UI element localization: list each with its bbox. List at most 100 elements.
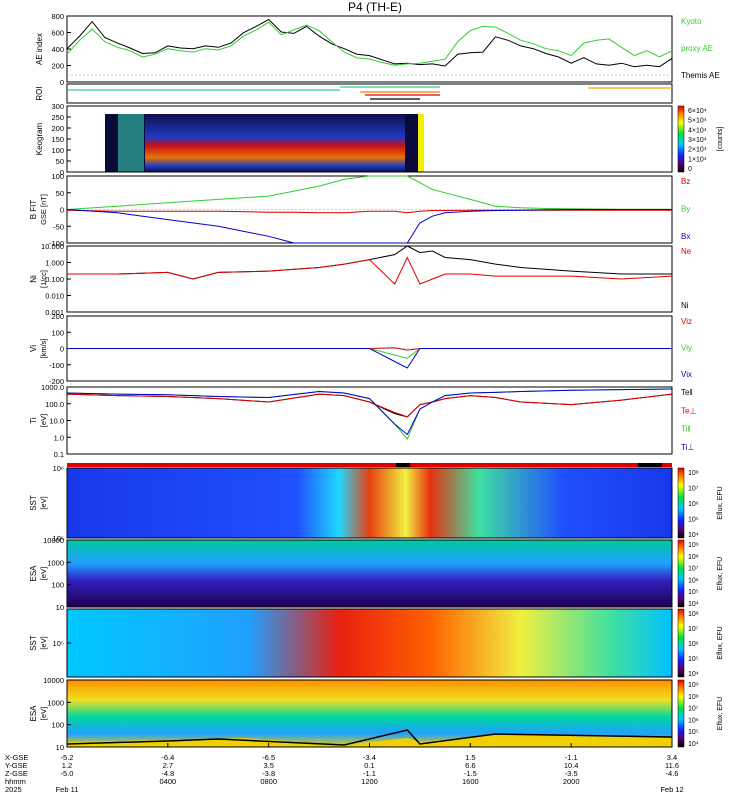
colorbar-tick-sst_e: 10⁴ [688,532,699,539]
series-ae-themis-ae [66,18,673,68]
time-axis-value: 0800 [260,777,277,786]
y-tick-label-velocity: 0 [60,345,64,354]
time-axis-row-label: hhmm [5,777,26,786]
y-axis-unit-bfield: GSE [nT] [39,194,48,225]
y-axis-label-keogram: Keogram [35,122,44,155]
time-axis-value: -1.5 [464,769,477,778]
y-tick-label-ae: 400 [51,45,64,54]
time-axis-value: -6.4 [161,753,174,762]
colorbar-tick-esa_e: 10⁵ [688,589,699,596]
y-axis-label-temp: Ti [29,417,38,424]
y-tick-label-bfield: 100 [51,172,64,181]
colorbar-tick-keogram: 6×10⁴ [688,108,707,115]
y-tick-label-esa_i: 10000 [43,676,64,685]
time-axis-value: -4.6 [666,769,679,778]
y-tick-label-temp: 1000.0 [41,383,64,392]
panel-frame-esa_e [66,539,673,608]
y-tick-label-keogram: 200 [51,124,64,133]
keogram-twilight [118,114,144,172]
colorbar-tick-sst_e: 10⁷ [688,486,699,493]
colorbar-tick-sst_e: 10⁶ [688,501,699,508]
sst-electron-spectrogram [67,468,672,538]
y-tick-label-density: 0.100 [45,275,64,284]
y-axis-label-ae: AE index [35,33,44,65]
colorbar-label-esa_i: Eflux, EFU [717,697,724,730]
y-tick-label-esa_e: 100 [51,581,64,590]
colorbar-tick-sst_i: 10⁵ [688,656,699,663]
time-axis-value: -4.8 [161,769,174,778]
y-tick-label-density: 10.000 [41,242,64,251]
esa-ion-low-energy [67,735,672,747]
y-tick-label-density: 0.001 [45,308,64,317]
esa-electron-spectrogram [67,540,672,607]
colorbar-tick-keogram: 3×10⁴ [688,137,707,144]
panel-frame-sst_e [66,467,673,539]
colorbar-tick-sst_i: 10⁶ [688,641,699,648]
legend-ae: Themis AE [681,71,720,80]
time-axis-value: -3.5 [565,769,578,778]
time-axis-value: 11.6 [665,761,679,770]
colorbar-tick-sst_e: 10⁸ [688,470,699,477]
colorbar-tick-keogram: 4×10⁴ [688,127,707,134]
y-tick-label-esa_e: 1000 [47,558,64,567]
colorbar-esa_i [677,679,685,748]
y-tick-label-temp: 0.1 [54,450,64,459]
colorbar-sst_e [677,467,685,539]
y-tick-label-esa_e: 10000 [43,536,64,545]
time-axis-value: -5.0 [61,769,74,778]
y-axis-unit-sst_i: [eV] [39,636,48,649]
y-tick-label-keogram: 0 [60,168,64,177]
time-axis-value: Feb 11 [56,785,79,794]
y-tick-label-velocity: -100 [49,361,64,370]
time-axis-value: -1.1 [565,753,578,762]
y-tick-label-esa_i: 10 [56,743,64,752]
time-axis-value: 1600 [462,777,479,786]
y-tick-label-density: 1.000 [45,259,64,268]
keogram-edge [418,114,424,172]
y-tick-label-temp: 1.0 [54,433,64,442]
legend-velocity: Viz [681,317,692,326]
time-axis-value: -3.8 [262,769,275,778]
colorbar-label-esa_e: Eflux, EFU [717,557,724,590]
y-axis-unit-velocity: [km/s] [39,339,48,359]
y-tick-label-sst_i: 10⁵ [53,639,64,648]
panel-frame-density [66,245,673,313]
y-tick-label-sst_e: 10⁵ [53,534,64,543]
y-axis-unit-esa_i: [eV] [39,707,48,720]
time-axis-value: 1.5 [465,753,475,762]
colorbar-tick-esa_i: 10⁵ [688,729,699,736]
colorbar-keogram [677,105,685,173]
time-axis-value: Feb 12 [660,785,683,794]
colorbar-tick-esa_i: 10⁷ [688,706,699,713]
y-axis-unit-density: [1/cc] [39,270,48,288]
y-tick-label-ae: 200 [51,62,64,71]
colorbar-tick-esa_e: 10⁷ [688,566,699,573]
time-axis-value: 10.4 [564,761,579,770]
series-density-ni [67,245,672,280]
time-axis-row-label: 2025 [5,785,22,794]
colorbar-tick-sst_i: 10⁴ [688,671,699,678]
y-tick-label-temp: 100.0 [45,400,64,409]
time-axis-value: 0400 [159,777,176,786]
y-axis-label-velocity: Vi [29,345,38,352]
y-tick-label-esa_e: 10 [56,603,64,612]
legend-bfield: Bz [681,177,690,186]
series-bfield-bx [66,209,672,244]
y-axis-label-sst_e: SST [29,495,38,511]
colorbar-tick-esa_e: 10⁶ [688,577,699,584]
y-tick-label-bfield: -100 [49,239,64,248]
y-axis-label-sst_i: SST [29,635,38,651]
time-axis-row-label: Y-GSE [5,761,28,770]
colorbar-label-sst_i: Eflux, EFU [717,626,724,659]
keogram-aurora [145,114,405,172]
y-tick-label-bfield: 0 [60,206,64,215]
time-axis-value: -3.4 [363,753,376,762]
y-tick-label-velocity: 100 [51,328,64,337]
y-axis-unit-esa_e: [eV] [39,567,48,580]
panel-frame-temp [66,386,673,455]
y-tick-label-sst_e: 10⁶ [53,464,64,473]
legend-ae: Kyoto [681,17,702,26]
colorbar-tick-keogram: 5×10⁴ [688,118,707,125]
legend-density: Ni [681,301,689,310]
